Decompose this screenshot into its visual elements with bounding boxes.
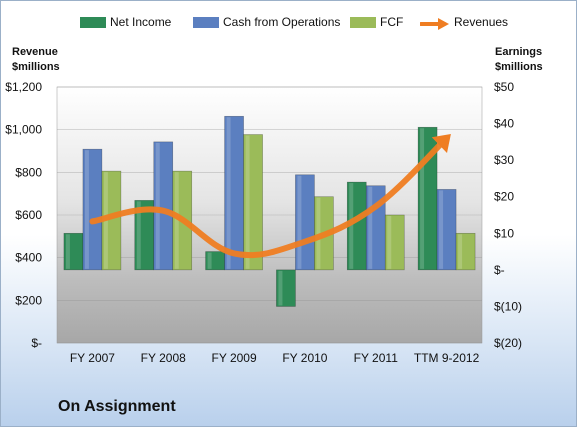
legend-label: FCF (380, 15, 404, 29)
bar-highlight (458, 234, 463, 269)
legend-fcf: FCF (350, 14, 403, 30)
category-label: FY 2008 (141, 351, 186, 365)
category-label: FY 2009 (212, 351, 257, 365)
bar-highlight (65, 234, 70, 269)
legend-revenues: Revenues (420, 14, 508, 30)
right-tick-label: $(10) (494, 299, 522, 313)
legend-arrow-icon (420, 17, 449, 30)
bar-highlight (420, 128, 425, 269)
bar-net-income (276, 269, 296, 307)
left-tick-label: $600 (15, 208, 42, 222)
left-tick-label: $1,000 (5, 123, 42, 137)
legend-label: Revenues (454, 15, 509, 29)
legend-label: Net Income (110, 15, 172, 29)
right-tick-label: $10 (494, 226, 514, 240)
bar-highlight (226, 117, 231, 269)
bar-highlight (387, 216, 392, 269)
bar-highlight (368, 186, 373, 269)
bar-highlight (439, 190, 444, 269)
right-tick-label: $40 (494, 117, 514, 131)
left-tick-label: $200 (15, 293, 42, 307)
left-tick-label: $1,200 (5, 80, 42, 94)
legend-cash-from-operations: Cash from Operations (193, 14, 340, 30)
left-tick-label: $800 (15, 165, 42, 179)
legend-swatch (350, 17, 376, 29)
category-label: TTM 9-2012 (414, 351, 480, 365)
bar-fcf (455, 232, 476, 271)
bar-cash-from-operations (436, 189, 457, 271)
legend-net-income: Net Income (80, 14, 171, 30)
bar-fcf (243, 134, 263, 271)
company-name: On Assignment (58, 398, 176, 415)
bar-highlight (155, 142, 160, 269)
right-tick-label: $50 (494, 80, 514, 94)
legend: Net Income Cash from Operations FCF Reve… (0, 14, 577, 34)
bar-highlight (278, 270, 283, 306)
right-tick-label: $(20) (494, 336, 522, 350)
left-tick-label: $400 (15, 251, 42, 265)
left-tick-label: $- (31, 336, 42, 350)
left-axis-title: Revenue $millions (12, 46, 60, 73)
right-axis-title: Earnings $millions (495, 46, 543, 73)
right-tick-label: $20 (494, 190, 514, 204)
bar-highlight (297, 175, 302, 269)
bar-highlight (84, 150, 89, 269)
right-tick-label: $- (494, 263, 505, 277)
category-label: FY 2007 (70, 351, 115, 365)
category-label: FY 2010 (282, 351, 327, 365)
bar-highlight (136, 201, 141, 269)
bar-highlight (349, 183, 354, 269)
bar-highlight (207, 252, 212, 269)
revenues-arrowhead (431, 134, 451, 154)
legend-label: Cash from Operations (223, 15, 341, 29)
bar-highlight (174, 172, 179, 269)
bar-highlight (245, 135, 250, 269)
legend-swatch (80, 17, 106, 29)
legend-swatch (193, 17, 219, 29)
category-label: FY 2011 (354, 351, 399, 365)
right-tick-label: $30 (494, 153, 514, 167)
bar-fcf (384, 214, 405, 271)
bar-highlight (316, 197, 321, 269)
revenues-line (89, 135, 450, 259)
